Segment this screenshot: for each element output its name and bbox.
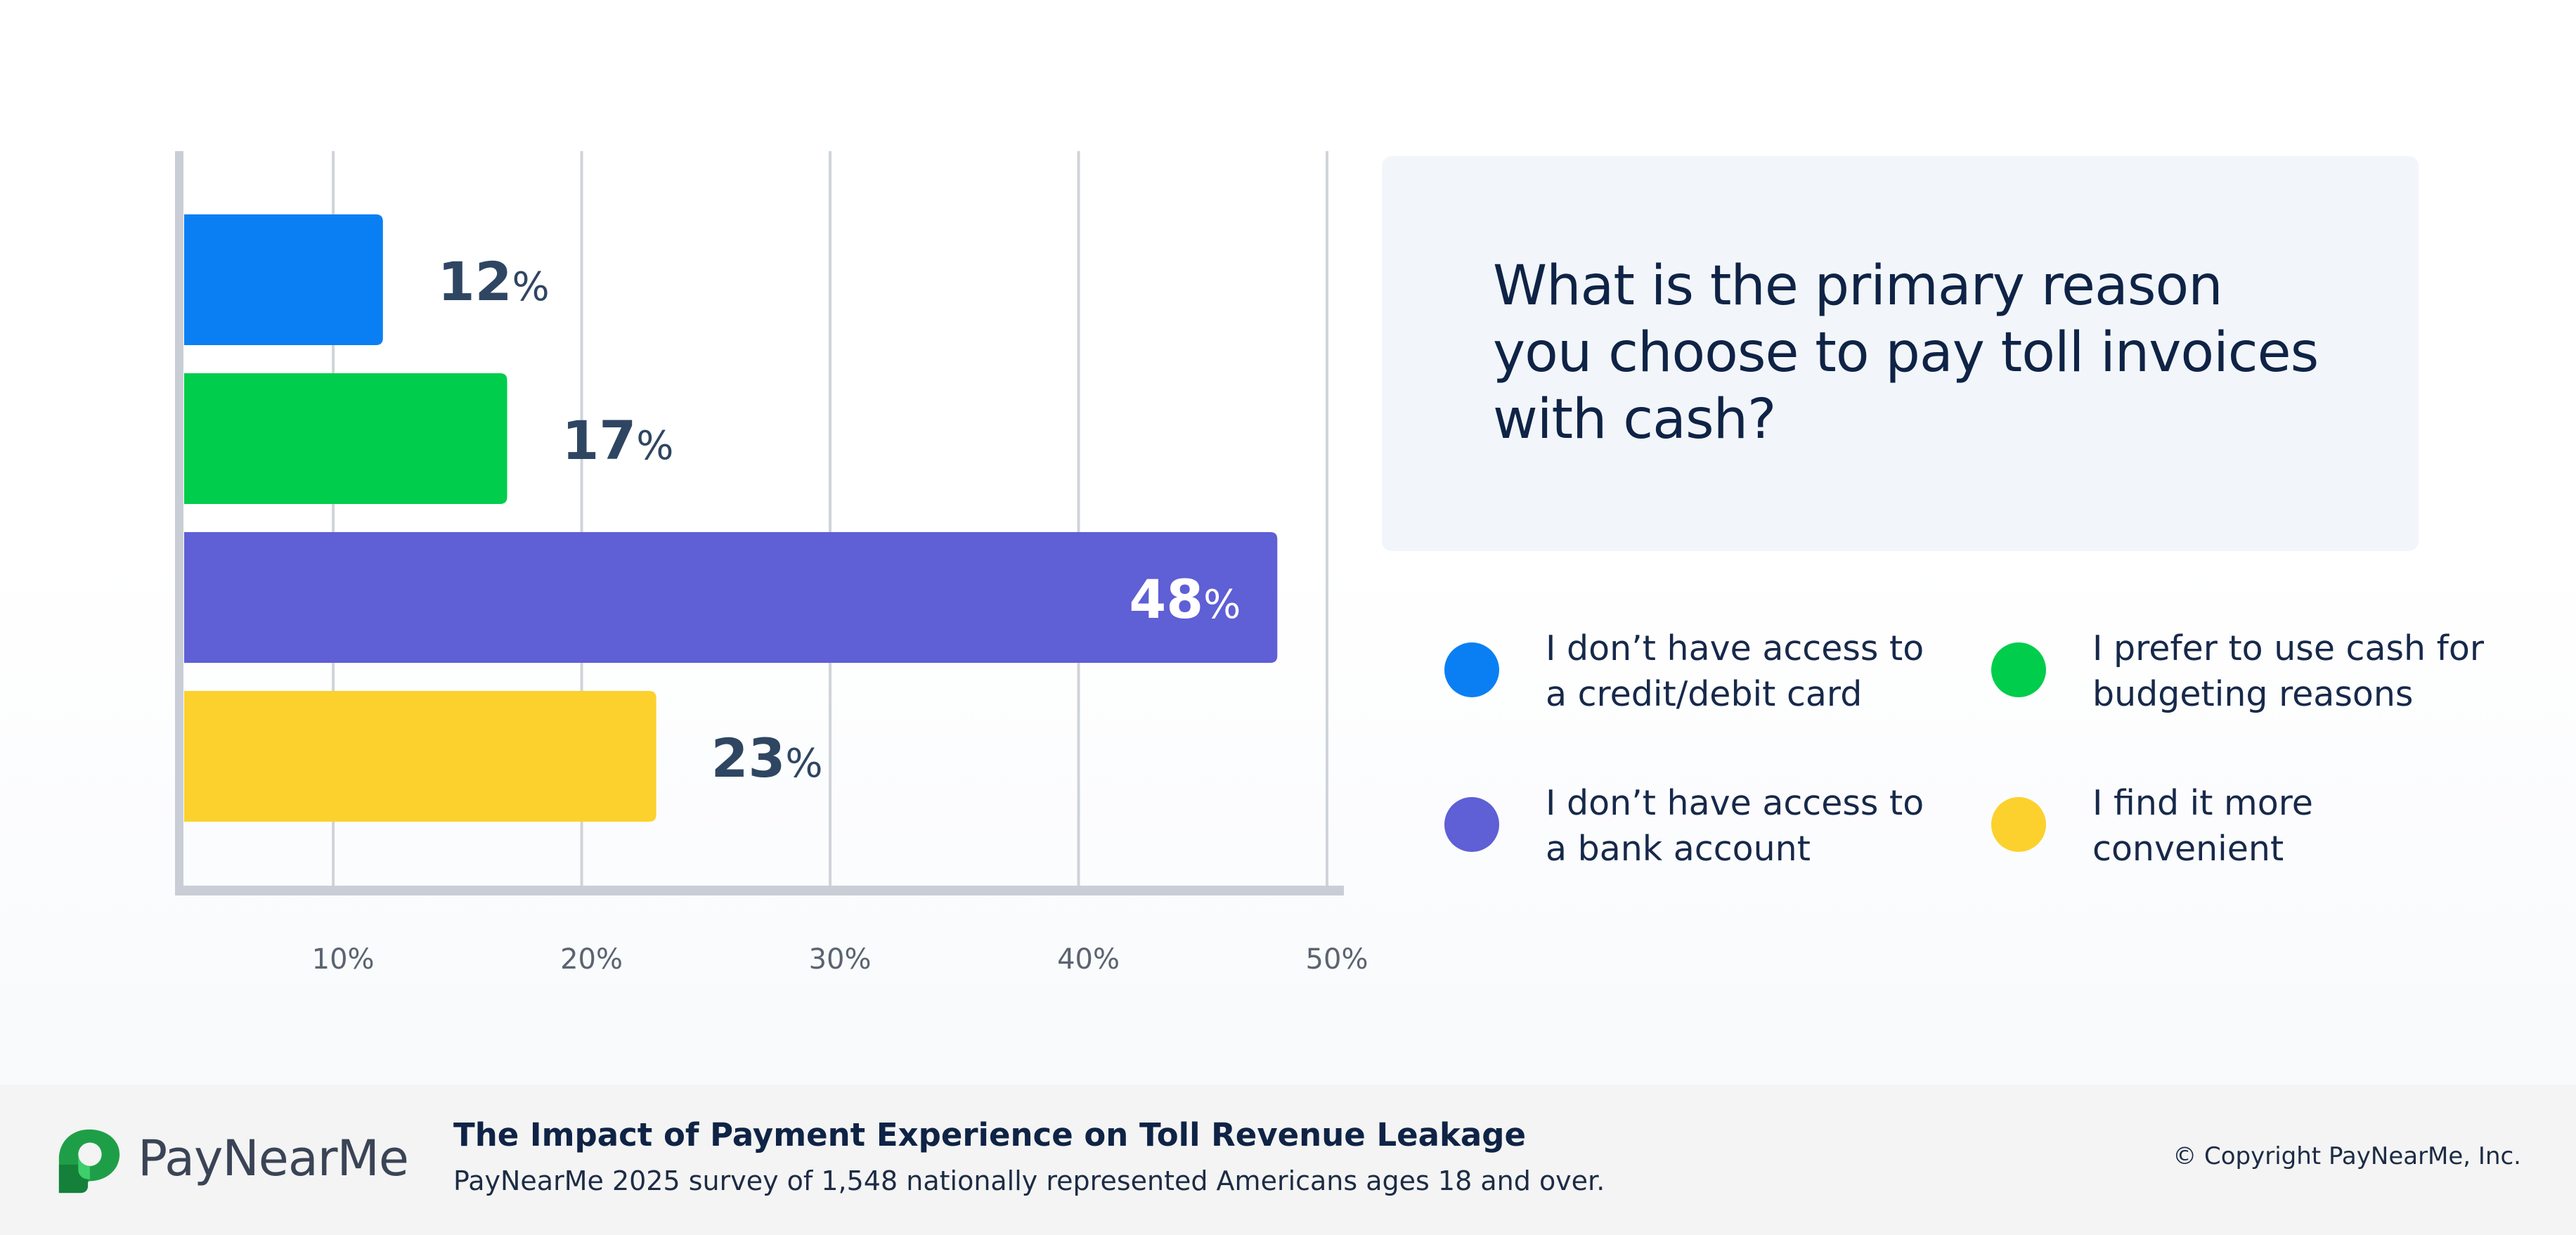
- legend-item-credit-card: I don’t have access to a credit/debit ca…: [1444, 626, 1979, 731]
- legend-label: I find it more convenient: [2092, 783, 2313, 869]
- paynearme-logo-icon: [58, 1129, 120, 1194]
- legend-item-budgeting: I prefer to use cash for budgeting reaso…: [1991, 626, 2525, 731]
- legend-dot-purple: [1444, 797, 1499, 852]
- bar: [184, 532, 1278, 663]
- bar: [184, 691, 656, 822]
- legend-item-bank-account: I don’t have access to a bank account: [1444, 780, 1979, 886]
- legend-dot-green: [1991, 642, 2046, 697]
- x-tick-label: 20%: [560, 943, 623, 976]
- bar-value-label: 12%: [438, 250, 550, 313]
- x-tick-label: 40%: [1057, 943, 1120, 976]
- footer: PayNearMe The Impact of Payment Experien…: [0, 1085, 2576, 1235]
- legend-dot-yellow: [1991, 797, 2046, 852]
- brand-name: PayNearMe: [138, 1130, 409, 1187]
- question-card: What is the primary reason you choose to…: [1382, 156, 2419, 551]
- question-title: What is the primary reason you choose to…: [1493, 254, 2319, 451]
- legend: I don’t have access to a credit/debit ca…: [1444, 626, 2541, 879]
- bar: [184, 373, 507, 504]
- copyright: © Copyright PayNearMe, Inc.: [2173, 1142, 2521, 1170]
- x-tick-label: 30%: [809, 943, 872, 976]
- x-tick-label: 10%: [312, 943, 375, 976]
- report-subtitle: PayNearMe 2025 survey of 1,548 nationall…: [453, 1165, 1605, 1196]
- x-tick-label: 50%: [1306, 943, 1368, 976]
- legend-label: I prefer to use cash for budgeting reaso…: [2092, 628, 2485, 714]
- report-title: The Impact of Payment Experience on Toll…: [453, 1116, 1527, 1153]
- bar-value-label: 48%: [1129, 568, 1241, 631]
- bar-value-label: 23%: [711, 727, 823, 789]
- legend-dot-blue: [1444, 642, 1499, 697]
- legend-label: I don’t have access to a credit/debit ca…: [1546, 628, 1924, 714]
- legend-item-convenient: I find it more convenient: [1991, 780, 2525, 886]
- bar-value-label: 17%: [562, 409, 674, 472]
- bar: [184, 214, 383, 345]
- legend-label: I don’t have access to a bank account: [1546, 783, 1924, 869]
